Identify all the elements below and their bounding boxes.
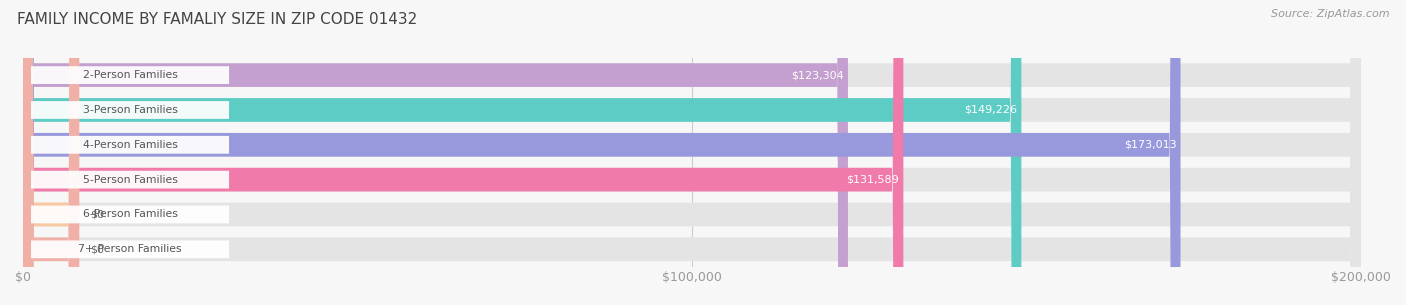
FancyBboxPatch shape	[22, 0, 1181, 305]
FancyBboxPatch shape	[22, 0, 1021, 305]
Text: 4-Person Families: 4-Person Families	[83, 140, 177, 150]
Text: 7+ Person Families: 7+ Person Families	[79, 244, 181, 254]
FancyBboxPatch shape	[22, 0, 904, 305]
FancyBboxPatch shape	[22, 0, 1361, 305]
FancyBboxPatch shape	[22, 0, 1361, 305]
Text: Source: ZipAtlas.com: Source: ZipAtlas.com	[1271, 9, 1389, 19]
FancyBboxPatch shape	[31, 101, 229, 119]
FancyBboxPatch shape	[22, 0, 79, 305]
FancyBboxPatch shape	[31, 171, 229, 188]
Text: $149,226: $149,226	[965, 105, 1018, 115]
Text: $131,589: $131,589	[846, 175, 900, 185]
FancyBboxPatch shape	[22, 0, 1361, 305]
FancyBboxPatch shape	[31, 136, 229, 154]
FancyBboxPatch shape	[31, 240, 229, 258]
FancyBboxPatch shape	[31, 206, 229, 223]
FancyBboxPatch shape	[22, 0, 1361, 305]
FancyBboxPatch shape	[22, 0, 1361, 305]
Text: 6-Person Families: 6-Person Families	[83, 210, 177, 220]
Text: $173,013: $173,013	[1123, 140, 1177, 150]
Text: $0: $0	[90, 210, 104, 220]
FancyBboxPatch shape	[22, 0, 848, 305]
Text: $0: $0	[90, 244, 104, 254]
Text: FAMILY INCOME BY FAMALIY SIZE IN ZIP CODE 01432: FAMILY INCOME BY FAMALIY SIZE IN ZIP COD…	[17, 12, 418, 27]
Text: 2-Person Families: 2-Person Families	[83, 70, 177, 80]
FancyBboxPatch shape	[22, 0, 79, 305]
FancyBboxPatch shape	[22, 0, 1361, 305]
Text: 5-Person Families: 5-Person Families	[83, 175, 177, 185]
FancyBboxPatch shape	[31, 66, 229, 84]
Text: 3-Person Families: 3-Person Families	[83, 105, 177, 115]
Text: $123,304: $123,304	[792, 70, 844, 80]
